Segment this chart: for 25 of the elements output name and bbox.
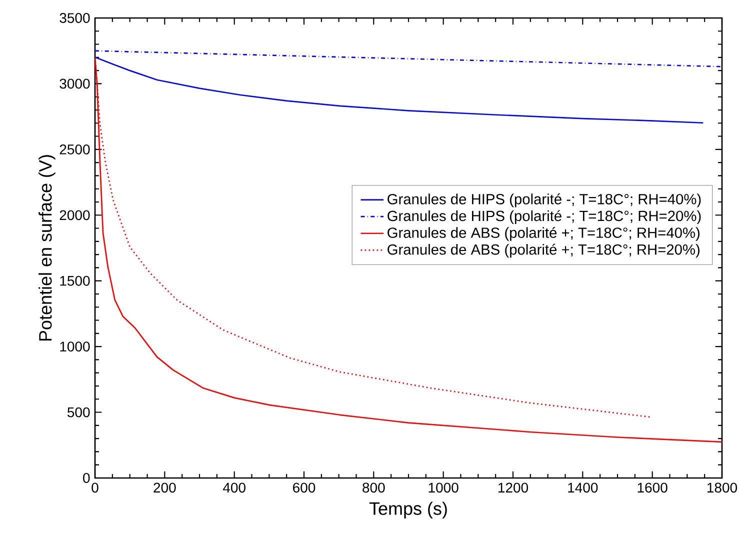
y-tick-label: 1500 bbox=[60, 276, 90, 286]
x-tick-label: 400 bbox=[222, 482, 246, 493]
x-tick-label: 600 bbox=[293, 482, 316, 493]
x-tick-label: 0 bbox=[92, 482, 98, 493]
legend-label: Granules de ABS (polarité +; T=18C°; RH=40%) bbox=[388, 227, 700, 241]
x-tick-label: 1200 bbox=[498, 482, 528, 493]
y-tick-label: 0 bbox=[83, 473, 90, 483]
y-tick-label: 3500 bbox=[60, 13, 90, 23]
y-axis-title: Potentiel en surface (V) bbox=[38, 155, 56, 341]
line-series bbox=[95, 56, 704, 124]
legend-label: Granules de ABS (polarité +; T=18C°; RH=20%) bbox=[388, 244, 700, 258]
x-tick-label: 800 bbox=[362, 482, 385, 493]
y-tick-label: 2500 bbox=[60, 144, 90, 154]
y-tick-label: 3000 bbox=[60, 78, 90, 89]
x-axis-title: Temps (s) bbox=[369, 502, 447, 519]
y-tick-label: 500 bbox=[68, 407, 90, 418]
x-tick-label: 1400 bbox=[568, 482, 598, 493]
x-tick-label: 200 bbox=[154, 482, 176, 493]
legend-label: Granules de HIPS (polarité -; T=18C°; RH=20%) bbox=[388, 210, 701, 224]
x-tick-label: 1600 bbox=[638, 482, 668, 493]
x-tick-label: 1000 bbox=[428, 482, 458, 493]
x-tick-label: 1800 bbox=[707, 482, 738, 493]
y-tick-label: 1000 bbox=[60, 342, 90, 352]
legend-label: Granules de HIPS (polarité -; T=18C°; RH=40%) bbox=[388, 193, 701, 208]
y-tick-label: 2000 bbox=[60, 210, 90, 220]
